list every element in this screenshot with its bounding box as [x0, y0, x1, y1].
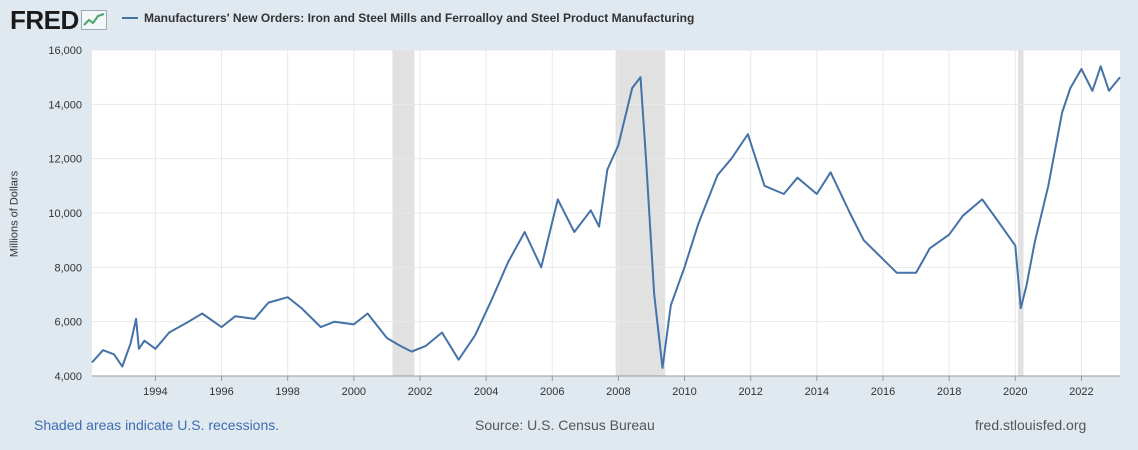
x-tick-label: 2022	[1069, 386, 1093, 398]
x-tick-label: 2000	[342, 386, 366, 398]
site-link[interactable]: fred.stlouisfed.org	[975, 417, 1087, 433]
line-chart: 4,000 6,000 8,000 10,000 12,000 14,000 16,000 1…	[48, 45, 1121, 398]
x-tick-label: 2002	[408, 386, 432, 398]
legend-line-swatch	[122, 17, 138, 19]
y-axis-label: Millions of Dollars	[8, 170, 21, 258]
x-tick-label: 1996	[209, 386, 233, 398]
y-tick-label: 10,000	[48, 208, 82, 220]
y-tick-label: 12,000	[48, 154, 82, 166]
series-line	[91, 65, 1121, 369]
chart-legend: Manufacturers' New Orders: Iron and Stee…	[122, 11, 694, 25]
x-tick-label: 1994	[143, 386, 167, 398]
trend-line-icon	[80, 10, 107, 30]
fred-logo-text: FRED	[10, 4, 79, 35]
y-tick-label: 6,000	[54, 317, 82, 329]
x-tick-label: 2018	[937, 386, 961, 398]
x-tick-label: 2020	[1003, 386, 1027, 398]
y-tick-label: 4,000	[54, 371, 82, 383]
x-tick-label: 2008	[606, 386, 630, 398]
x-tick-label: 1998	[275, 386, 299, 398]
y-tick-label: 8,000	[54, 262, 82, 274]
fred-logo[interactable]: FRED	[10, 4, 107, 35]
x-tick-label: 2010	[672, 386, 696, 398]
source-text: Source: U.S. Census Bureau	[475, 417, 655, 433]
x-tick-label: 2016	[871, 386, 895, 398]
y-tick-label: 16,000	[48, 45, 82, 57]
legend-series-title: Manufacturers' New Orders: Iron and Stee…	[144, 11, 695, 25]
recession-note: Shaded areas indicate U.S. recessions.	[34, 417, 280, 433]
x-tick-label: 2004	[474, 386, 498, 398]
y-tick-label: 14,000	[48, 99, 82, 111]
x-tick-label: 2014	[805, 386, 829, 398]
x-tick-label: 2006	[540, 386, 564, 398]
x-tick-label: 2012	[738, 386, 762, 398]
